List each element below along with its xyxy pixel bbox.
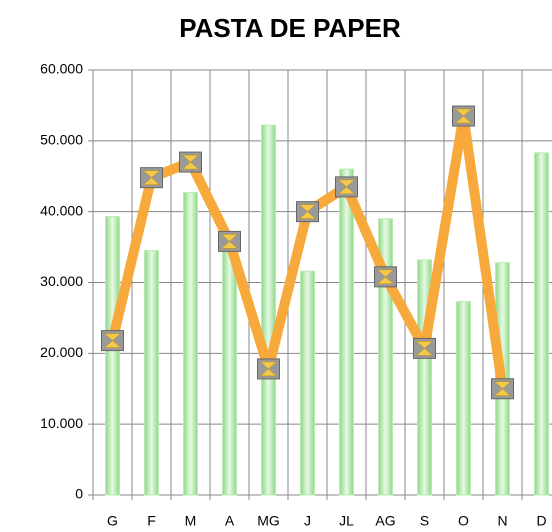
- x-tick-label: O: [458, 513, 469, 529]
- x-tick-label: A: [225, 513, 235, 529]
- y-tick-label: 10.000: [40, 415, 83, 431]
- bar: [534, 152, 549, 496]
- x-tick-label: JL: [339, 513, 354, 529]
- y-tick-label: 20.000: [40, 344, 83, 360]
- bar: [456, 301, 471, 496]
- marker-icon: [181, 154, 200, 170]
- y-tick-label: 60.000: [40, 61, 83, 77]
- marker: [374, 266, 397, 288]
- y-tick-label: 50.000: [40, 132, 83, 148]
- marker-icon: [103, 333, 122, 348]
- x-tick-label: J: [304, 513, 311, 529]
- marker: [296, 201, 319, 223]
- bar: [222, 246, 237, 496]
- x-tick-label: M: [185, 513, 197, 529]
- marker: [101, 330, 124, 352]
- marker-icon: [493, 381, 512, 396]
- marker: [452, 105, 475, 127]
- x-tick-label: S: [420, 513, 429, 529]
- chart-title: PASTA DE PAPER: [179, 13, 401, 43]
- marker-icon: [220, 234, 239, 249]
- marker-icon: [454, 108, 473, 124]
- bar: [339, 168, 354, 496]
- x-tick-label: D: [536, 513, 546, 529]
- marker: [413, 337, 436, 359]
- bar: [105, 216, 120, 496]
- x-tick-label: F: [147, 513, 156, 529]
- marker-icon: [259, 361, 278, 377]
- marker-icon: [376, 269, 395, 285]
- x-tick-label: G: [107, 513, 118, 529]
- bar: [300, 270, 315, 496]
- marker-icon: [142, 170, 161, 185]
- marker-icon: [415, 341, 434, 356]
- marker-icon: [337, 179, 356, 195]
- marker-icon: [298, 204, 317, 219]
- marker: [491, 378, 514, 400]
- bar: [144, 250, 159, 496]
- y-tick-label: 30.000: [40, 273, 83, 289]
- bar: [261, 124, 276, 496]
- x-tick-label: MG: [257, 513, 280, 529]
- marker: [335, 176, 358, 198]
- y-tick-label: 0: [75, 486, 83, 502]
- x-tick-label: AG: [375, 513, 395, 529]
- bar: [183, 192, 198, 496]
- marker: [257, 358, 280, 380]
- marker: [218, 230, 241, 252]
- marker: [140, 167, 163, 189]
- y-tick-label: 40.000: [40, 202, 83, 218]
- marker: [179, 151, 202, 173]
- x-tick-label: N: [497, 513, 507, 529]
